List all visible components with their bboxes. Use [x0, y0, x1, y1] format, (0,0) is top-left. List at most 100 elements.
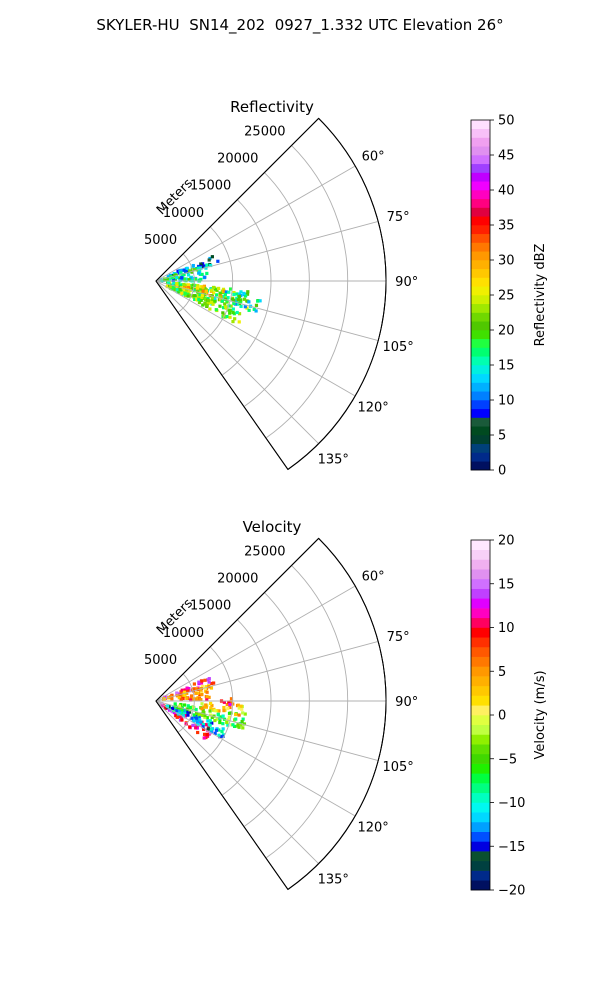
- echo-cell: [225, 299, 229, 303]
- echo-cell: [182, 292, 186, 296]
- colorbar-swatch: [471, 207, 490, 217]
- echo-cell: [209, 713, 213, 717]
- echo-cell: [214, 728, 219, 732]
- echo-cell: [245, 306, 249, 310]
- echo-cell: [180, 708, 184, 712]
- echo-cell: [227, 308, 231, 312]
- echo-cell: [186, 294, 190, 298]
- echo-cell: [225, 720, 229, 725]
- echo-cell: [200, 692, 204, 697]
- echo-cell: [184, 293, 188, 298]
- colorbar-swatch: [471, 569, 490, 580]
- echo-cell: [243, 294, 248, 298]
- echo-cell: [225, 702, 229, 707]
- colorbar-tick-label: 35: [498, 219, 515, 234]
- echo-cell: [201, 725, 205, 729]
- echo-cell: [160, 704, 164, 708]
- echo-cell: [227, 700, 231, 704]
- echo-cell: [197, 680, 201, 684]
- echo-cell: [189, 698, 193, 702]
- colorbar-swatch: [471, 198, 490, 208]
- colorbar-tick-label: 20: [498, 324, 515, 339]
- echo-cell: [223, 315, 227, 319]
- colorbar-swatch: [471, 181, 490, 191]
- echo-cell: [186, 290, 190, 294]
- echo-cell: [213, 709, 217, 713]
- echo-cell: [178, 710, 182, 714]
- echo-cell: [160, 702, 164, 706]
- colorbar-swatch: [471, 812, 490, 823]
- echo-cell: [215, 717, 219, 721]
- colorbar-swatch: [471, 242, 490, 252]
- echo-cell: [197, 715, 201, 719]
- colorbar-swatch: [471, 666, 490, 677]
- range-ring: [243, 592, 310, 827]
- echo-cell: [203, 302, 207, 306]
- echo-cell: [231, 307, 235, 311]
- echo-cell: [224, 290, 228, 294]
- range-ring: [221, 199, 272, 376]
- echo-cell: [201, 289, 205, 293]
- echo-cell: [195, 716, 199, 720]
- colorbar-swatch: [471, 617, 490, 628]
- range-ring: [199, 226, 234, 345]
- echo-cell: [187, 278, 191, 282]
- angle-gridline: [155, 280, 356, 397]
- echo-cell: [178, 283, 183, 287]
- echo-cell: [186, 688, 190, 693]
- colorbar-swatch: [471, 831, 490, 842]
- echo-cell: [194, 691, 198, 695]
- colorbar-swatch: [471, 146, 490, 156]
- echo-cell: [209, 701, 213, 706]
- echo-cell: [200, 712, 204, 716]
- range-tick-label: 25000: [244, 124, 285, 139]
- echo-cell: [163, 277, 167, 281]
- echo-cell: [180, 711, 184, 715]
- echo-cell: [232, 292, 236, 297]
- colorbar-tick-label: −15: [498, 840, 525, 855]
- echo-cell: [211, 285, 216, 290]
- colorbar-swatch: [471, 821, 490, 832]
- echo-cell: [258, 299, 262, 303]
- echo-cell: [186, 286, 191, 290]
- echo-cell: [234, 717, 238, 721]
- colorbar-swatch: [471, 744, 490, 755]
- echo-cell: [223, 293, 227, 297]
- colorbar-swatch: [471, 233, 490, 243]
- echo-cell: [203, 275, 207, 279]
- colorbar-swatch: [471, 163, 490, 173]
- colorbar-swatch: [471, 646, 490, 657]
- echo-cell: [231, 319, 235, 324]
- echo-cell: [228, 315, 232, 319]
- echo-cell: [195, 719, 199, 724]
- chart-panel-velocity: Velocity500010000150002000025000Meters60…: [144, 518, 548, 899]
- echo-cell: [183, 688, 187, 692]
- echo-cell: [229, 697, 234, 701]
- angle-tick-label: 60°: [362, 150, 385, 165]
- echo-cell: [200, 679, 204, 683]
- colorbar-swatch: [471, 540, 490, 551]
- angle-tick-label: 120°: [357, 400, 388, 415]
- figure-title: SKYLER-HU SN14_202 0927_1.332 UTC Elevat…: [96, 16, 504, 34]
- colorbar-swatch: [471, 443, 490, 453]
- colorbar-tick-label: 10: [498, 394, 515, 409]
- echo-cell: [178, 268, 182, 272]
- colorbar-swatch: [471, 627, 490, 638]
- echo-cell: [231, 723, 235, 727]
- colorbar-swatch: [471, 637, 490, 648]
- echo-cell: [201, 708, 205, 712]
- colorbar-swatch: [471, 338, 490, 348]
- echo-cell: [227, 304, 231, 308]
- colorbar-tick-label: 45: [498, 149, 515, 164]
- echo-cell: [247, 300, 251, 304]
- echo-cell: [213, 296, 217, 300]
- echo-cell: [194, 711, 199, 716]
- colorbar-swatch: [471, 347, 490, 357]
- echo-cell: [198, 692, 202, 697]
- echo-cell: [196, 730, 200, 735]
- echo-cell: [207, 680, 211, 684]
- echo-cell: [166, 275, 170, 279]
- colorbar-tick-label: 30: [498, 254, 515, 269]
- echo-cell: [234, 712, 238, 717]
- echo-cell: [213, 299, 217, 303]
